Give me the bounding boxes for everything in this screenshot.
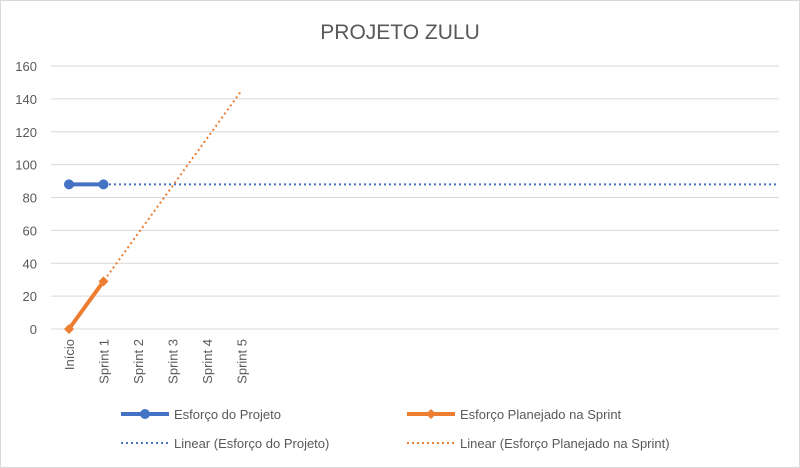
y-tick-label: 80 <box>23 191 37 206</box>
series-line-1 <box>67 279 106 331</box>
trendline-1 <box>68 90 243 330</box>
y-axis-ticks: 0 20 40 60 80 100 120 140 160 <box>15 59 37 337</box>
data-point <box>98 179 109 190</box>
chart-title: PROJETO ZULU <box>320 21 479 44</box>
data-series <box>64 179 109 334</box>
y-tick-label: 60 <box>23 223 37 238</box>
x-tick-label: Sprint 5 <box>235 339 250 384</box>
x-tick-label: Sprint 3 <box>166 339 181 384</box>
y-tick-label: 0 <box>30 322 37 337</box>
data-point <box>64 324 74 334</box>
data-point <box>64 179 74 190</box>
legend-entry: Linear (Esforço Planejado na Sprint) <box>407 436 670 451</box>
legend-label: Esforço Planejado na Sprint <box>460 407 622 422</box>
legend-entry: Linear (Esforço do Projeto) <box>121 436 329 451</box>
legend-marker <box>426 409 436 419</box>
legend-entry: Esforço Planejado na Sprint <box>407 407 622 422</box>
y-tick-label: 40 <box>23 256 37 271</box>
trendlines <box>68 90 777 330</box>
x-tick-label: Sprint 1 <box>97 339 112 384</box>
legend: Esforço do Projeto Esforço Planejado na S… <box>121 407 670 451</box>
y-tick-label: 100 <box>15 158 37 173</box>
y-tick-label: 160 <box>15 59 37 74</box>
x-tick-label: Sprint 4 <box>200 339 215 384</box>
x-tick-label: Sprint 2 <box>131 339 146 384</box>
data-point <box>98 276 109 287</box>
legend-label: Linear (Esforço Planejado na Sprint) <box>460 436 670 451</box>
x-tick-label: Início <box>62 339 77 370</box>
legend-entry: Esforço do Projeto <box>121 407 281 422</box>
legend-label: Linear (Esforço do Projeto) <box>174 436 329 451</box>
x-axis-ticks: Início Sprint 1 Sprint 2 Sprint 3 Sprint 4 Sp… <box>62 339 250 384</box>
gridlines <box>51 65 779 330</box>
legend-label: Esforço do Projeto <box>174 407 281 422</box>
y-tick-label: 140 <box>15 92 37 107</box>
y-tick-label: 120 <box>15 125 37 140</box>
y-tick-label: 20 <box>23 289 37 304</box>
legend-marker <box>140 409 150 419</box>
